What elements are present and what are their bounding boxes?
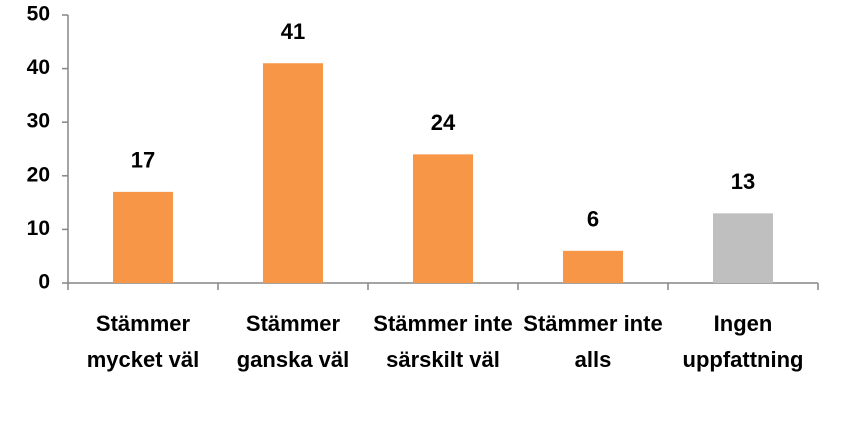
x-tick-label: Stämmer inte alls [523, 311, 663, 372]
data-label: 6 [587, 207, 599, 232]
x-tick-label: Stämmer ganska väl [236, 311, 350, 372]
x-tick-label: Ingen uppfattning [682, 311, 804, 372]
y-tick-label: 20 [27, 163, 50, 186]
x-tick-label: Stämmer mycket väl [86, 311, 200, 372]
y-tick-label: 0 [38, 271, 50, 294]
y-tick-label: 50 [27, 3, 50, 26]
data-label: 41 [281, 19, 305, 44]
data-label: 13 [731, 169, 755, 194]
data-label: 24 [431, 110, 456, 135]
y-tick-label: 10 [27, 217, 50, 240]
data-label: 17 [131, 148, 155, 173]
x-tick-label: Stämmer inte särskilt väl [373, 311, 513, 372]
bar [263, 63, 323, 283]
y-tick-label: 40 [27, 56, 50, 79]
bar [713, 213, 773, 283]
bar [563, 250, 623, 283]
y-tick-label: 30 [27, 110, 50, 133]
bar [113, 191, 173, 283]
bar [413, 154, 473, 283]
